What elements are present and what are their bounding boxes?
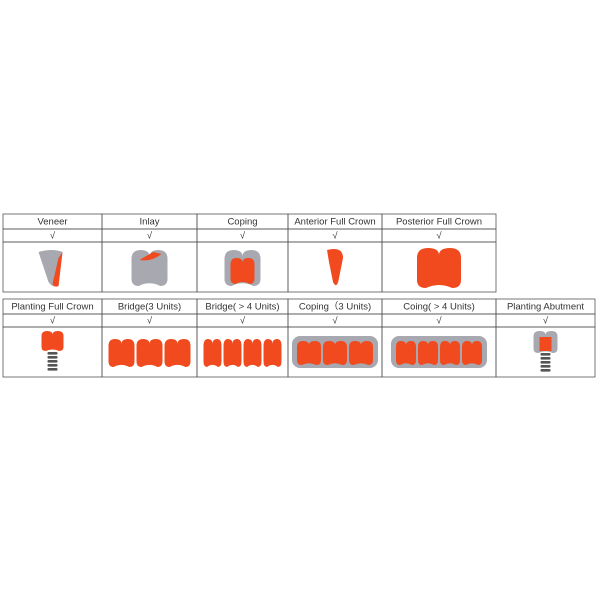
screw-thread xyxy=(540,357,551,360)
veneer-layer xyxy=(52,252,63,287)
check-mark: √ xyxy=(147,231,153,242)
table: Planting Full Crown √ Bridge(3 Units) √ Brid… xyxy=(2,298,596,378)
screw-thread xyxy=(540,353,551,356)
product-icon xyxy=(292,336,378,368)
product-icon xyxy=(224,250,261,286)
column-label: Coing( > 4 Units) xyxy=(403,302,475,313)
tooth-shape xyxy=(297,341,321,365)
product-icon xyxy=(41,331,64,371)
tooth-shape xyxy=(243,339,262,367)
column-label: Inlay xyxy=(139,217,159,228)
tooth-shape xyxy=(327,249,343,286)
tooth-shape xyxy=(131,250,168,286)
tooth-shape xyxy=(418,341,438,365)
tooth-shape xyxy=(41,331,64,351)
screw-thread xyxy=(47,356,58,359)
column-label: Planting Full Crown xyxy=(11,302,93,313)
tooth-shape xyxy=(396,341,416,365)
check-mark: √ xyxy=(332,316,338,327)
tooth-shape xyxy=(349,341,373,365)
check-mark: √ xyxy=(436,231,442,242)
check-mark: √ xyxy=(543,316,549,327)
tooth-shape xyxy=(440,341,460,365)
tooth-shape xyxy=(417,248,461,288)
check-mark: √ xyxy=(240,316,246,327)
product-icon xyxy=(417,248,461,288)
column-label: Coping xyxy=(227,217,257,228)
check-mark: √ xyxy=(50,231,56,242)
product-icon xyxy=(108,339,191,367)
screw-thread xyxy=(47,368,58,371)
tooth-shape xyxy=(108,339,135,367)
column-label: Planting Abutment xyxy=(507,302,584,313)
product-icon xyxy=(131,250,168,286)
tooth-shape xyxy=(263,339,282,367)
column-label: Bridge(3 Units) xyxy=(118,302,181,313)
product-icon xyxy=(327,249,343,286)
screw-thread xyxy=(47,360,58,363)
tooth-shape xyxy=(230,258,255,284)
table: Veneer √ Inlay √ Coping √ Anterior Full Crown √… xyxy=(2,213,497,293)
check-mark: √ xyxy=(240,231,246,242)
tooth-shape xyxy=(462,341,482,365)
column-label: Posterior Full Crown xyxy=(396,217,482,228)
product-icon xyxy=(391,336,487,368)
tooth-shape xyxy=(164,339,191,367)
check-mark: √ xyxy=(436,316,442,327)
screw-thread xyxy=(540,361,551,364)
product-icon xyxy=(203,339,282,367)
tooth-shape xyxy=(136,339,163,367)
product-icon xyxy=(533,331,558,372)
column-label: Anterior Full Crown xyxy=(294,217,375,228)
column-label: Veneer xyxy=(37,217,67,228)
tooth-shape xyxy=(323,341,347,365)
screw-thread xyxy=(47,364,58,367)
column-label: Coping（3 Units) xyxy=(299,301,371,313)
screw-thread xyxy=(540,369,551,372)
screw-thread xyxy=(540,365,551,368)
screw-thread xyxy=(47,352,58,355)
image-cell xyxy=(495,326,596,378)
abutment-core xyxy=(539,337,552,351)
image-cell xyxy=(381,241,497,293)
inlay xyxy=(139,252,162,261)
tooth-shape xyxy=(223,339,242,367)
column-label: Bridge( > 4 Units) xyxy=(205,302,279,313)
check-mark: √ xyxy=(147,316,153,327)
product-icon xyxy=(38,250,63,287)
check-mark: √ xyxy=(332,231,338,242)
tooth-shape xyxy=(203,339,222,367)
check-mark: √ xyxy=(50,316,56,327)
